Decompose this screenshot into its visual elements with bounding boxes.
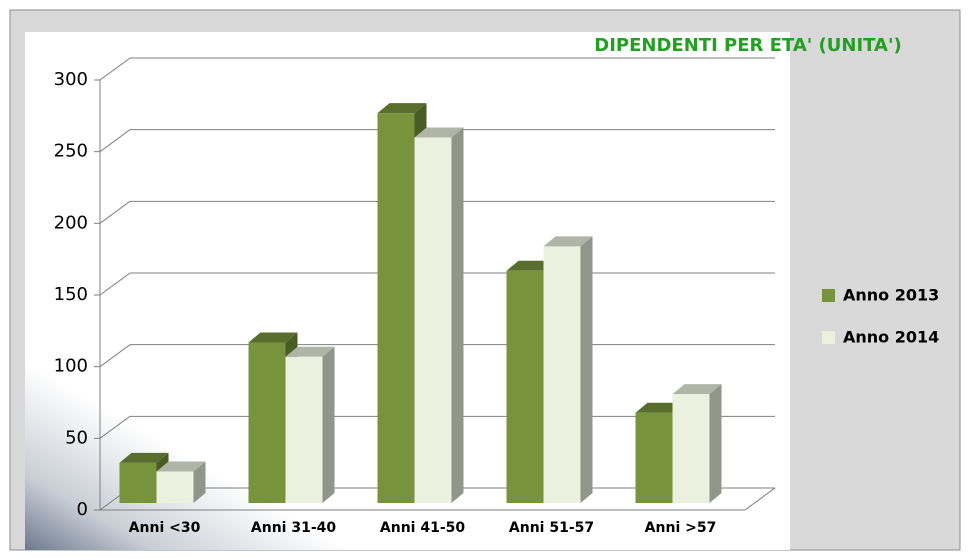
x-axis-depth <box>744 487 776 511</box>
bar-top <box>543 236 593 247</box>
bar-top <box>156 461 206 472</box>
x-tick-label: Anni >57 <box>645 520 717 536</box>
y-tick-label: 0 <box>77 499 88 520</box>
grid-line <box>99 200 131 224</box>
legend-swatch <box>822 289 835 302</box>
bar <box>248 342 286 503</box>
y-tick-label: 100 <box>54 356 88 377</box>
x-tick-label: Anni 51-57 <box>509 520 594 536</box>
bar-top <box>414 127 464 138</box>
legend-label: Anno 2013 <box>843 286 939 305</box>
legend-swatch <box>822 331 835 344</box>
y-tick-label: 150 <box>54 284 88 305</box>
grid-line <box>99 344 131 368</box>
bar <box>506 270 544 503</box>
bar-top <box>119 452 169 463</box>
y-tick-label: 200 <box>54 212 88 233</box>
bar <box>119 462 157 503</box>
grid-line <box>99 272 131 296</box>
legend-label: Anno 2014 <box>843 328 939 347</box>
bar-side <box>322 346 335 503</box>
bar <box>672 394 710 503</box>
bar <box>285 356 323 503</box>
bar-top <box>285 346 335 357</box>
bar-top <box>506 260 556 271</box>
bar <box>543 246 581 503</box>
bar-top <box>248 332 298 343</box>
bar <box>377 113 415 503</box>
x-tick-label: Anni 41-50 <box>380 520 465 536</box>
x-tick-label: Anni <30 <box>129 520 201 536</box>
bar-side <box>580 236 593 503</box>
bar <box>156 471 194 503</box>
grid-line <box>99 129 131 153</box>
bar-side <box>451 127 464 503</box>
y-tick-label: 300 <box>54 69 88 90</box>
bar-side <box>709 384 722 503</box>
bar-top <box>635 402 685 413</box>
grid-line <box>99 57 131 81</box>
bar-top <box>377 103 427 114</box>
chart-title: DIPENDENTI PER ETA' (UNITA') <box>594 35 901 56</box>
x-tick-label: Anni 31-40 <box>251 520 336 536</box>
bar-top <box>672 384 722 395</box>
bar <box>414 137 452 503</box>
y-tick-label: 250 <box>54 141 88 162</box>
grid-line <box>99 415 131 439</box>
bar <box>635 412 673 503</box>
bar-side <box>193 461 206 503</box>
y-tick-label: 50 <box>65 427 88 448</box>
